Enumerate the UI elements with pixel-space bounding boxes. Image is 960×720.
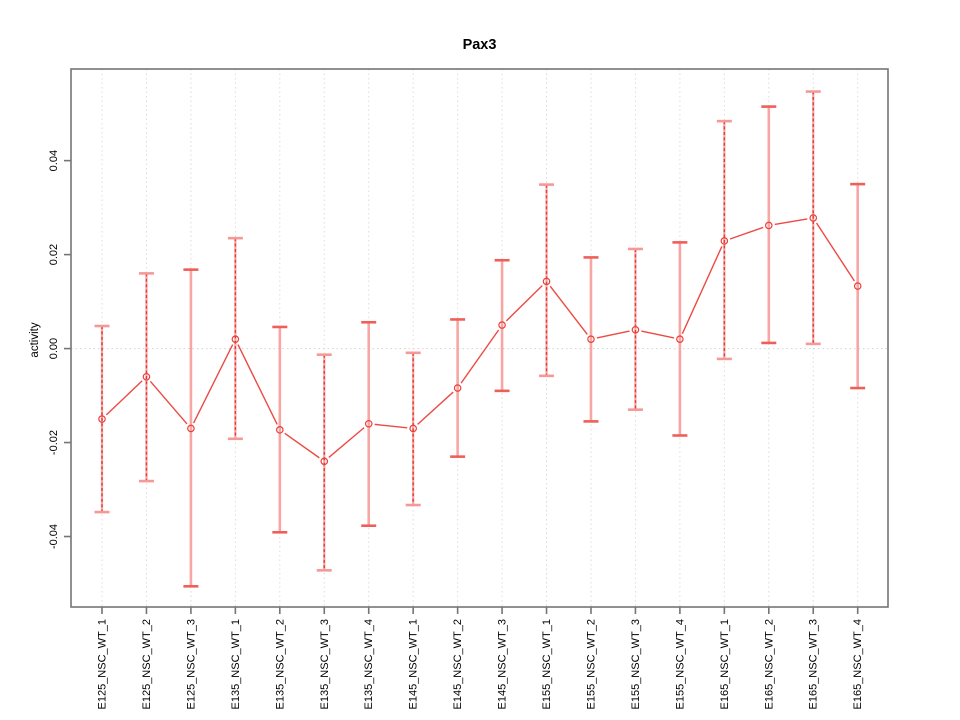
data-point-marker [98, 415, 106, 423]
data-point-marker [231, 335, 240, 343]
series-segment [681, 246, 723, 334]
data-point-marker [142, 372, 151, 381]
y-tick-label: -0.04 [48, 524, 60, 549]
series-segment [596, 330, 630, 339]
data-point-marker [187, 424, 195, 433]
data-point-marker [498, 321, 506, 329]
x-tick-label: E135_NSC_WT_4 [363, 619, 375, 710]
chart-title: Pax3 [463, 37, 497, 53]
x-tick-label: E145_NSC_WT_2 [452, 619, 464, 710]
data-point-marker [676, 335, 684, 343]
y-tick-label: 0.02 [48, 244, 60, 265]
x-tick-label: E125_NSC_WT_2 [141, 619, 153, 710]
x-tick-label: E165_NSC_WT_1 [719, 619, 731, 710]
series-segment [774, 218, 808, 226]
series-segment [417, 391, 454, 425]
series-segment [105, 380, 143, 416]
series-segment [284, 432, 320, 459]
series-segment [729, 226, 764, 240]
x-tick-label: E135_NSC_WT_2 [274, 619, 286, 710]
chart-generated-layer: -0.04 -0.02 0.00 0.02 0.04 E125_NSC_WT_1 E125_… [48, 68, 889, 710]
x-tick-label: E155_NSC_WT_3 [630, 619, 642, 710]
x-tick-label: E135_NSC_WT_3 [319, 619, 331, 710]
x-tick-label: E155_NSC_WT_2 [585, 619, 597, 710]
series-segment [237, 344, 278, 425]
x-tick-label: E155_NSC_WT_1 [541, 619, 553, 710]
data-point-marker [720, 237, 729, 245]
x-tick-label: E125_NSC_WT_3 [185, 619, 197, 710]
data-point-marker [853, 282, 862, 290]
series-segment [374, 423, 408, 429]
x-tick-label: E145_NSC_WT_1 [408, 619, 420, 710]
data-point-marker [542, 277, 551, 286]
x-tick-label: E145_NSC_WT_3 [497, 619, 509, 710]
data-point-marker [453, 384, 462, 392]
data-point-marker [320, 457, 329, 466]
series-segment [149, 380, 188, 425]
series-segment [641, 330, 675, 339]
data-point-marker [764, 221, 773, 230]
data-point-marker [276, 426, 284, 434]
data-point-marker [809, 214, 818, 222]
y-tick-label: 0.00 [48, 338, 60, 359]
x-tick-label: E165_NSC_WT_2 [763, 619, 775, 710]
x-tick-label: E135_NSC_WT_1 [230, 619, 242, 710]
x-tick-label: E125_NSC_WT_1 [97, 619, 109, 710]
data-point-marker [409, 424, 417, 433]
plot-box [70, 68, 889, 608]
series-segment [505, 285, 543, 322]
series-segment [460, 329, 500, 384]
series-segment [815, 222, 856, 282]
y-axis-label: activity [29, 322, 41, 357]
x-tick-label: E165_NSC_WT_4 [852, 619, 864, 710]
data-point-marker [364, 419, 373, 428]
x-tick-label: E155_NSC_WT_4 [674, 619, 686, 710]
series-segment [328, 427, 365, 459]
data-point-marker [587, 335, 595, 343]
series-segment [192, 344, 234, 424]
y-tick-label: 0.04 [48, 150, 60, 171]
data-point-marker [631, 325, 640, 334]
x-tick-label: E165_NSC_WT_3 [808, 619, 820, 710]
series-segment [549, 285, 588, 335]
y-tick-label: -0.02 [48, 430, 60, 455]
